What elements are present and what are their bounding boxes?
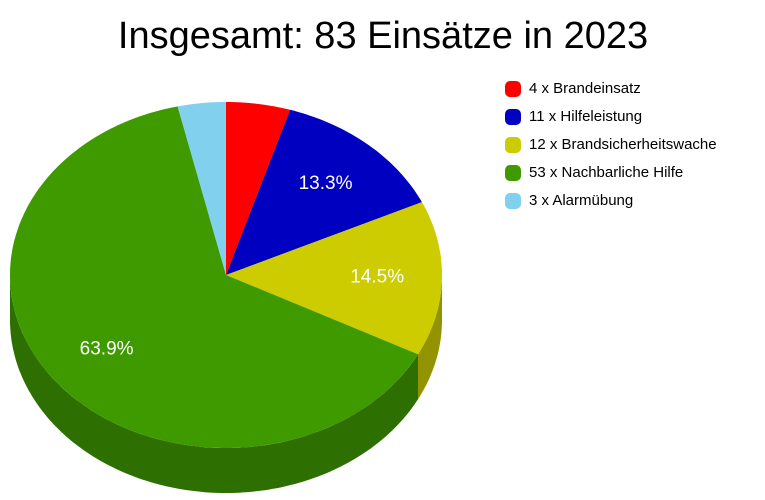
pie-slice [226,109,422,275]
pie-slice [177,102,226,275]
value-label: 14.5% [350,266,404,287]
legend-label: 11 x Hilfeleistung [529,108,642,125]
legend-swatch [505,81,521,97]
legend-swatch [505,137,521,153]
pie-side [418,275,442,400]
pie-slice [226,102,291,275]
value-label: 63.9% [80,338,134,359]
pie-slice [226,202,442,355]
legend-label: 53 x Nachbarliche Hilfe [529,164,683,181]
pie-slice [10,106,418,449]
chart-title: Insgesamt: 83 Einsätze in 2023 [118,15,648,57]
legend-swatch [505,109,521,125]
legend-label: 12 x Brandsicherheitswache [529,136,717,153]
legend-swatch [505,165,521,181]
legend-label: 3 x Alarmübung [529,192,633,209]
legend-label: 4 x Brandeinsatz [529,80,641,97]
pie-side [10,275,418,493]
value-label: 13.3% [299,173,353,194]
legend-swatch [505,193,521,209]
